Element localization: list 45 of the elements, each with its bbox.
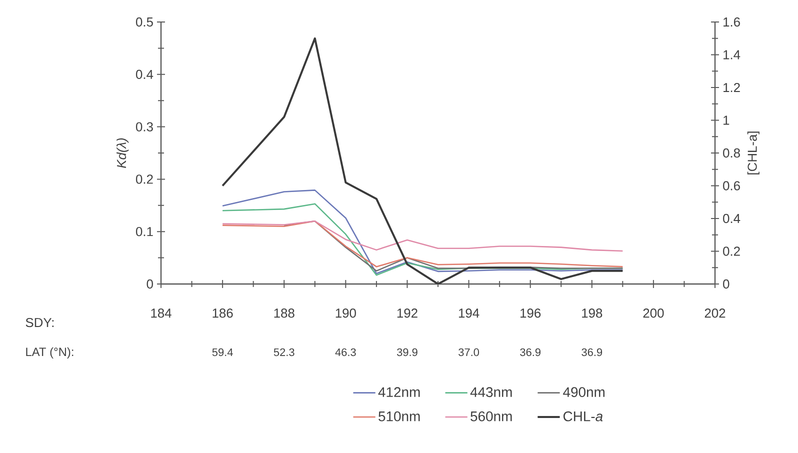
y2-tick-label: 1.6	[724, 17, 740, 27]
text: SDY:	[26, 318, 54, 328]
x-tick-label: 200	[643, 308, 664, 318]
text: 39.9	[396, 348, 418, 356]
text: 37.0	[458, 348, 480, 356]
line-series	[222, 220, 624, 252]
legend-label: CHL-a	[563, 411, 603, 422]
x-tick-label: 198	[582, 308, 602, 318]
y2-tick-label: 0.2	[723, 246, 740, 256]
x-tick-label: 194	[458, 308, 480, 318]
y2-tick-label: 1	[724, 116, 730, 125]
y2-tick-label: 0	[723, 279, 730, 289]
y-tick-label: 0.3	[136, 122, 153, 132]
text: 59.4	[212, 348, 233, 356]
x-tick-label: 196	[520, 308, 541, 318]
y-tick-label: 0.1	[136, 227, 153, 236]
line-series	[222, 220, 624, 268]
legend-label: 490nm	[563, 387, 604, 398]
x-tick-label: 192	[397, 308, 418, 318]
legend-label: 443nm	[470, 387, 512, 398]
y-tick-label: 0.2	[136, 174, 153, 184]
text: LAT (°N):	[26, 347, 74, 358]
line-series	[222, 190, 624, 274]
y2-tick-label: 1.2	[724, 82, 740, 92]
text: 46.3	[335, 348, 356, 356]
x-tick-label: 184	[151, 308, 172, 318]
y2-axis-title: [CHL-a]	[747, 132, 760, 174]
legend-label: 560nm	[470, 411, 512, 422]
y2-tick-label: 0.6	[723, 181, 740, 190]
y-tick-label: 0.5	[136, 17, 153, 27]
x-tick-label: 188	[274, 308, 294, 318]
y-axis-title: Kd(λ)	[116, 138, 129, 168]
text: 36.9	[520, 348, 540, 356]
x-tick-label: 190	[336, 308, 356, 318]
y-tick-label: 0.4	[136, 70, 154, 79]
legend-label: 412nm	[378, 387, 420, 397]
y-tick-label: 0	[146, 279, 153, 289]
text: 36.9	[582, 348, 602, 356]
y2-tick-label: 0.4	[723, 214, 740, 224]
legend-label: 510nm	[378, 411, 420, 422]
y2-tick-label: 1.4	[724, 50, 740, 60]
x-tick-label: 202	[704, 308, 726, 318]
text: 52.3	[274, 348, 294, 356]
y2-tick-label: 0.8	[723, 148, 740, 158]
x-tick-label: 186	[212, 308, 233, 318]
